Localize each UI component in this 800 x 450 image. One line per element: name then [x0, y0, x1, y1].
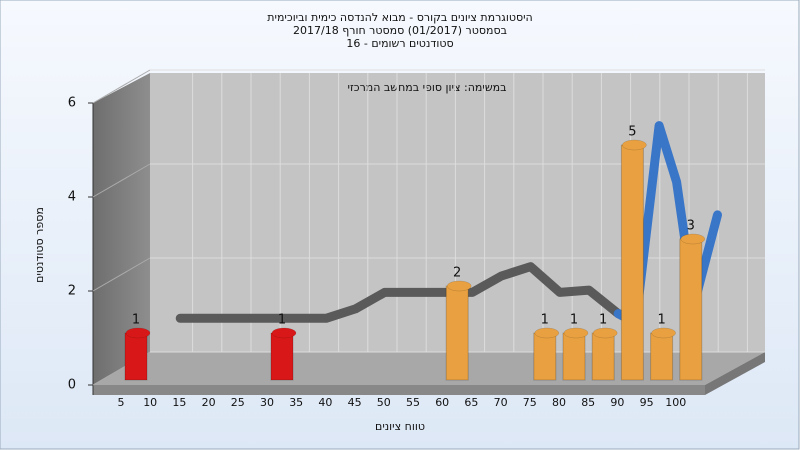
bar [124, 332, 148, 381]
x-tick-label: 70 [494, 396, 508, 409]
x-tick-label: 25 [231, 396, 245, 409]
bar-top [680, 233, 706, 245]
data-label: 2 [453, 266, 461, 281]
bar-top [534, 327, 560, 339]
x-tick-label: 45 [348, 396, 362, 409]
bar [591, 332, 615, 381]
y-tick-label: 4 [68, 190, 76, 205]
bar-top [651, 327, 676, 339]
grid-line [92, 257, 151, 292]
y-axis-label: מספר סטודנטים [33, 207, 46, 283]
left-wall [93, 73, 150, 385]
data-label: 3 [687, 219, 695, 234]
x-tick-label: 10 [143, 396, 157, 409]
x-tick-label: 65 [464, 396, 478, 409]
x-tick-label: 90 [610, 396, 624, 409]
data-label: 1 [657, 313, 665, 328]
bar [445, 285, 469, 381]
floor-side [705, 352, 765, 395]
floor-edge [93, 385, 705, 395]
x-tick-label: 15 [172, 396, 186, 409]
bar-top [446, 280, 472, 292]
bar-top [622, 139, 647, 151]
bar-top [563, 327, 589, 339]
back-wall [150, 73, 765, 352]
x-tick-label: 95 [640, 396, 654, 409]
y-tick-label: 0 [68, 378, 76, 393]
x-tick-label: 100 [665, 396, 686, 409]
x-tick-label: 5 [118, 396, 125, 409]
bar-top [592, 327, 618, 339]
bar [650, 332, 674, 381]
chart-title-line: בסמסטר (01/2017) סמסטר חורף 2017/18 [293, 24, 507, 37]
x-tick-label: 20 [202, 396, 216, 409]
bar [270, 332, 294, 381]
data-label: 5 [628, 125, 636, 140]
bar [533, 332, 557, 381]
data-label: 1 [132, 313, 140, 328]
y-tick-label: 6 [68, 96, 76, 111]
grid-line [92, 69, 151, 104]
x-tick-label: 80 [552, 396, 566, 409]
y-tick-label: 2 [68, 284, 76, 299]
ribbon [175, 262, 641, 323]
x-tick-label: 30 [260, 396, 274, 409]
bar [620, 144, 644, 381]
data-label: 1 [599, 313, 607, 328]
chart-title: היסטוגרמת ציונים בקורס - מבוא להנדסה כימ… [267, 11, 533, 24]
subtitle: במשימה: ציון סופי במחשב המרכזי [347, 81, 506, 94]
chart-title-line: סטודנטים רשומים - 16 [346, 37, 453, 50]
x-tick-label: 55 [406, 396, 420, 409]
bar-top [125, 327, 151, 339]
bar-top [271, 327, 297, 339]
bar [562, 332, 586, 381]
data-label: 1 [278, 313, 286, 328]
data-label: 1 [570, 313, 578, 328]
x-axis-label: טווח ציונים [375, 420, 425, 433]
grid-line [92, 163, 151, 198]
x-tick-label: 50 [377, 396, 391, 409]
x-tick-label: 35 [289, 396, 303, 409]
x-tick-label: 85 [581, 396, 595, 409]
bar [679, 238, 703, 381]
x-tick-label: 75 [523, 396, 537, 409]
x-tick-label: 40 [318, 396, 332, 409]
x-tick-label: 60 [435, 396, 449, 409]
data-label: 1 [541, 313, 549, 328]
